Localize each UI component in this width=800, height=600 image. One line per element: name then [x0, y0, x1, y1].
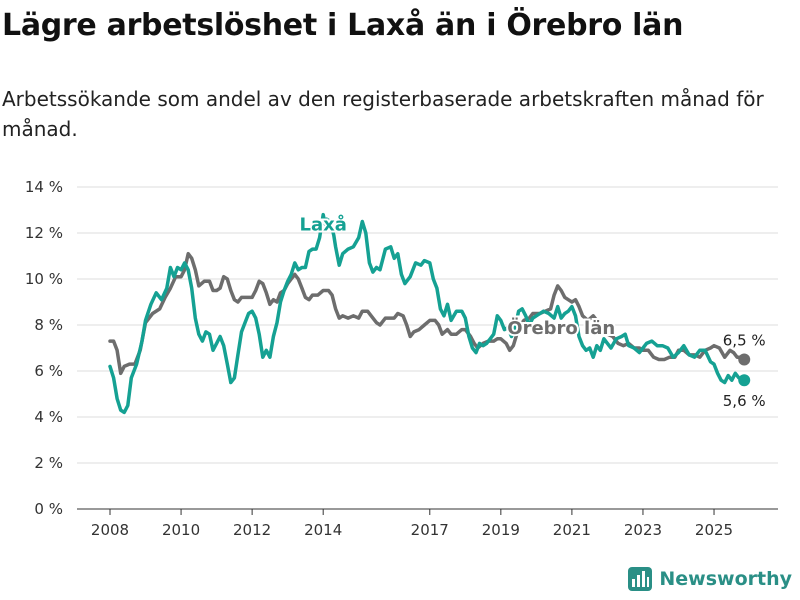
- series-end-label-lax-: 5,6 %: [723, 392, 766, 410]
- x-tick-label: 2019: [482, 521, 520, 539]
- series-label--rebro-l-n: Örebro län: [507, 317, 615, 339]
- x-tick-label: 2023: [624, 521, 662, 539]
- series-lines: [108, 212, 751, 415]
- series-line-lax-: [108, 212, 746, 415]
- x-tick-label: 2014: [304, 521, 342, 539]
- x-tick-label: 2021: [553, 521, 591, 539]
- series-labels: 6,5 % 5,6 % Laxå Örebro län: [297, 212, 766, 411]
- x-tick-label: 2017: [411, 521, 449, 539]
- y-tick-label: 4 %: [34, 408, 63, 426]
- grid-lines: [77, 186, 778, 510]
- x-tick-label: 2010: [162, 521, 200, 539]
- y-tick-label: 10 %: [25, 270, 63, 288]
- axes: 0 % 2 % 4 % 6 % 8 % 10 % 12 % 14 % 2008 2010 2012 2…: [25, 178, 733, 539]
- x-tick-label: 2012: [233, 521, 271, 539]
- y-tick-label: 2 %: [34, 454, 63, 472]
- series-end-label--rebro-l-n: 6,5 %: [723, 332, 766, 350]
- chart-subtitle: Arbetssökande som andel av den registerb…: [2, 87, 764, 141]
- newsworthy-logo-icon: [628, 567, 653, 591]
- chart-title: Lägre arbetslöshet i Laxå än i Örebro lä…: [2, 8, 684, 43]
- y-tick-label: 12 %: [25, 224, 63, 242]
- brand-name: Newsworthy: [659, 568, 792, 590]
- y-tick-label: 8 %: [34, 316, 63, 334]
- x-tick-label: 2025: [695, 521, 733, 539]
- series-label-lax-: Laxå: [299, 214, 346, 236]
- x-tick-label: 2008: [91, 521, 129, 539]
- y-tick-label: 6 %: [34, 362, 63, 380]
- series-line--rebro-l-n: [108, 251, 746, 376]
- series-endpoint--rebro-l-n: [738, 353, 751, 366]
- y-tick-label: 14 %: [25, 178, 63, 196]
- y-tick-label: 0 %: [34, 500, 63, 518]
- series-endpoint-lax-: [738, 374, 751, 387]
- brand: Newsworthy: [627, 566, 792, 592]
